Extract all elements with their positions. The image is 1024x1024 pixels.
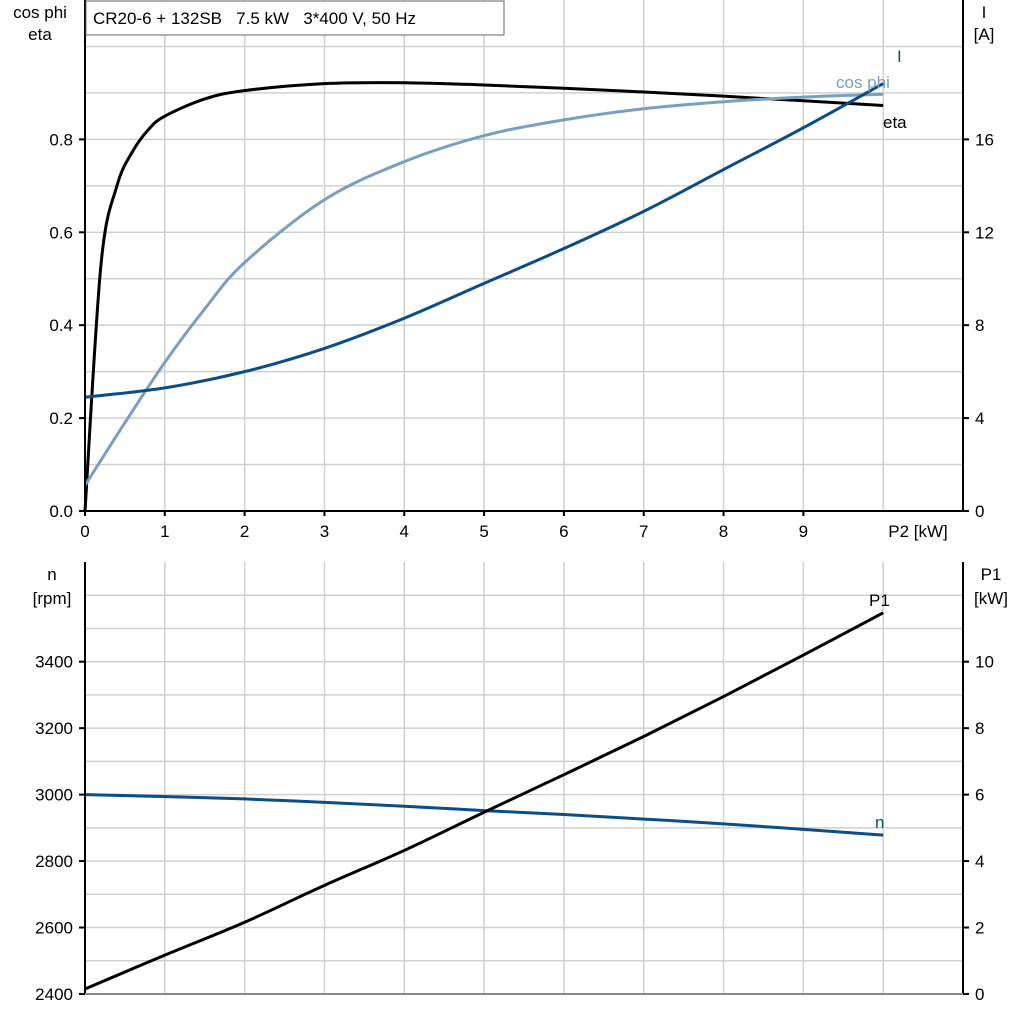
right-tick-label: 16 xyxy=(975,130,994,149)
x-axis-label: P2 [kW] xyxy=(888,522,948,541)
left-tick-label: 3200 xyxy=(35,719,73,738)
series-line-n xyxy=(84,793,884,837)
bottom-grid xyxy=(85,562,963,994)
x-tick-label: 9 xyxy=(799,522,808,541)
left-tick-label: 3000 xyxy=(35,786,73,805)
x-tick-label: 3 xyxy=(320,522,329,541)
left-tick-label: 2400 xyxy=(35,985,73,1004)
x-tick-label: 5 xyxy=(479,522,488,541)
series-line-eta xyxy=(83,81,884,512)
title-box xyxy=(85,0,505,36)
x-tick-label: 8 xyxy=(719,522,728,541)
x-tick-label: 2 xyxy=(240,522,249,541)
right-tick-label: 0 xyxy=(975,502,984,521)
left-tick-label: 0.2 xyxy=(49,409,73,428)
bottom-right-axis-label-2: [kW] xyxy=(974,589,1008,608)
left-tick-label: 0.0 xyxy=(49,502,73,521)
left-tick-label: 3400 xyxy=(35,653,73,672)
series-label-cos-phi: cos phi xyxy=(836,73,890,92)
right-tick-label: 10 xyxy=(975,653,994,672)
right-tick-label: 6 xyxy=(975,786,984,805)
right-tick-label: 0 xyxy=(975,985,984,1004)
series-label-n: n xyxy=(875,813,884,832)
x-tick-label: 0 xyxy=(80,522,89,541)
chart-title: CR20-6 + 132SB 7.5 kW 3*400 V, 50 Hz xyxy=(93,9,416,28)
series-label-p1: P1 xyxy=(869,591,890,610)
x-tick-label: 1 xyxy=(160,522,169,541)
series-line-i xyxy=(84,82,884,399)
right-tick-label: 8 xyxy=(975,316,984,335)
left-tick-label: 0.8 xyxy=(49,130,73,149)
series-layer xyxy=(83,81,884,991)
top-left-axis-label-1: cos phi xyxy=(13,3,67,22)
bottom-right-axis-label-1: P1 xyxy=(981,565,1002,584)
right-tick-label: 4 xyxy=(975,852,984,871)
left-tick-label: 2600 xyxy=(35,919,73,938)
x-tick-label: 6 xyxy=(559,522,568,541)
right-tick-label: 2 xyxy=(975,919,984,938)
bottom-left-axis-label-2: [rpm] xyxy=(33,589,72,608)
top-right-axis-label-1: I xyxy=(982,3,987,22)
right-tick-label: 12 xyxy=(975,223,994,242)
bottom-left-axis-label-1: n xyxy=(47,565,56,584)
series-line-p1 xyxy=(84,611,884,991)
right-tick-label: 4 xyxy=(975,409,984,428)
left-tick-label: 2800 xyxy=(35,852,73,871)
series-label-eta: eta xyxy=(883,113,907,132)
left-tick-label: 0.4 xyxy=(49,316,73,335)
series-line-cos-phi xyxy=(83,92,884,487)
x-tick-label: 7 xyxy=(639,522,648,541)
x-tick-label: 4 xyxy=(400,522,409,541)
left-tick-label: 0.6 xyxy=(49,223,73,242)
top-grid xyxy=(85,0,963,511)
top-left-axis-label-2: eta xyxy=(28,25,52,44)
right-tick-label: 8 xyxy=(975,719,984,738)
series-label-i: I xyxy=(897,47,902,66)
top-right-axis-label-2: [A] xyxy=(974,25,995,44)
